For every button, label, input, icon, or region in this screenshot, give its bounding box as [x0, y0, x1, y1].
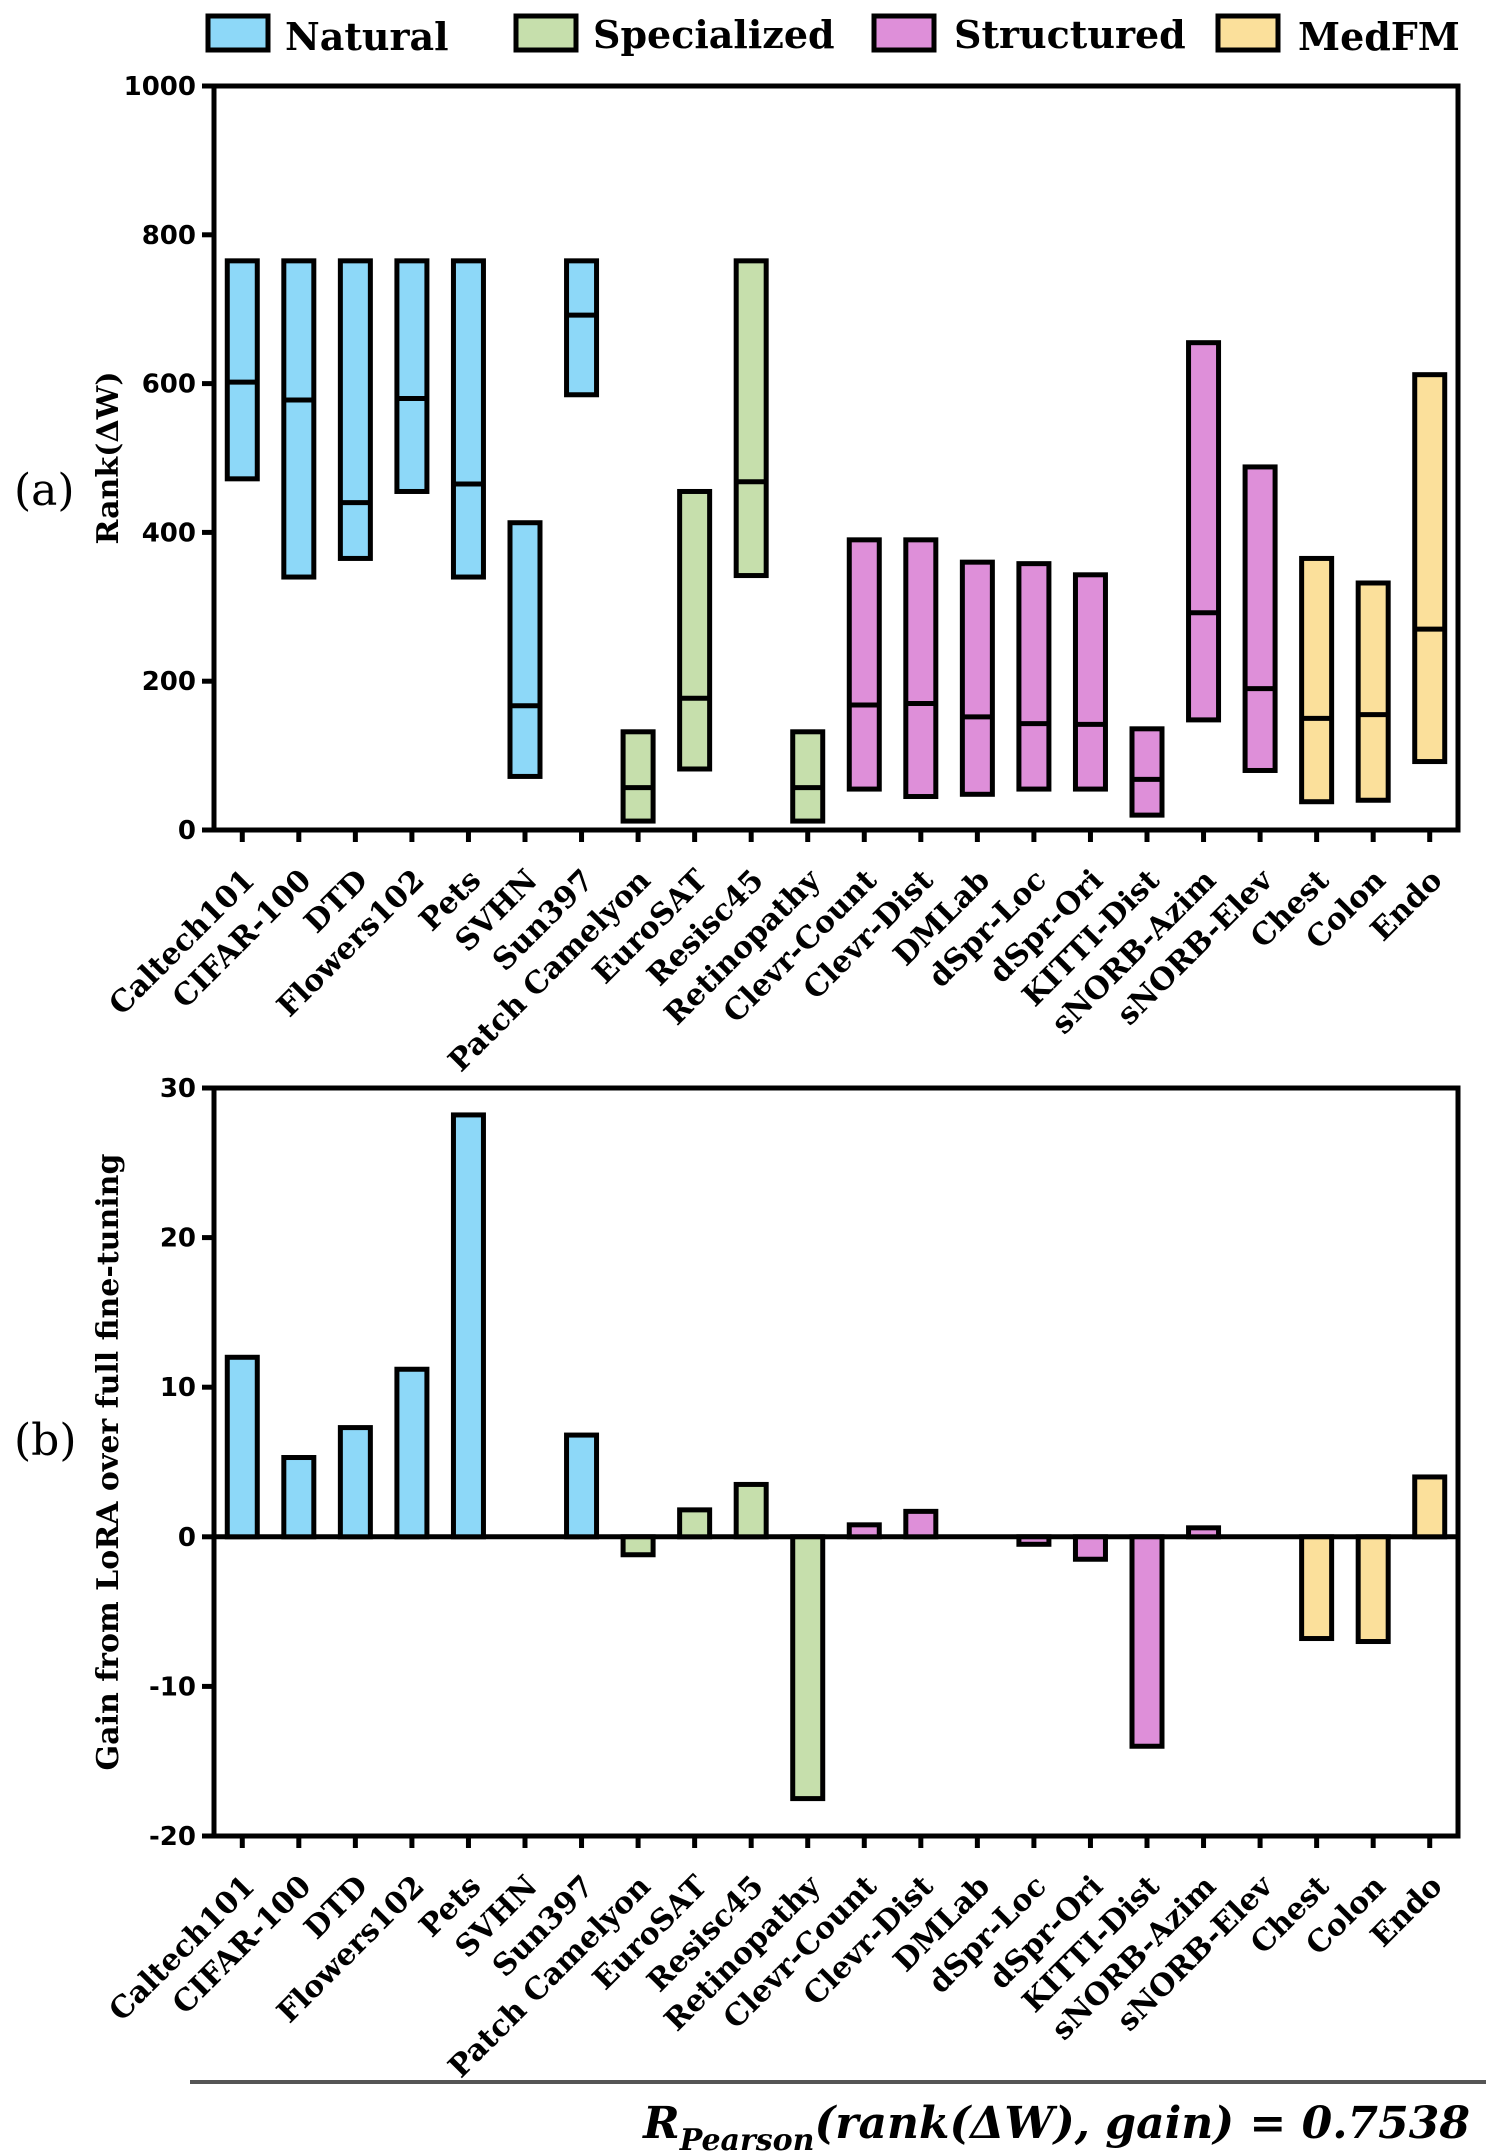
box-snorb-azim — [1186, 340, 1222, 723]
box-dtd — [337, 258, 373, 561]
box-pets — [450, 258, 486, 580]
y-tick-label-b: 20 — [160, 1224, 196, 1254]
formula-r: R — [641, 2098, 680, 2149]
pearson-formula: RPearson(rank(ΔW), gain) = 0.7538 — [641, 2098, 1470, 2152]
box-caltech101 — [224, 258, 260, 482]
bar-clevr-dist — [903, 1508, 939, 1540]
box-chest — [1299, 555, 1335, 805]
plot-frame-b — [211, 1085, 1461, 1839]
box-eurosat — [677, 488, 713, 772]
box-colon — [1355, 580, 1391, 803]
bar-retinopathy — [790, 1534, 826, 1802]
box-kitti-dist — [1129, 726, 1165, 818]
box-clevr-count — [846, 537, 882, 792]
box-svhn — [507, 520, 543, 779]
legend-swatch-medfm — [1215, 13, 1281, 53]
box-endo — [1412, 372, 1448, 765]
y-tick-label-b: 0 — [178, 1523, 196, 1553]
y-tick-label-b: 30 — [160, 1074, 196, 1104]
box-dspr-ori — [1072, 572, 1108, 792]
panel-label-b: (b) — [14, 1415, 77, 1466]
bar-caltech101 — [224, 1354, 260, 1540]
legend-swatch-specialized — [513, 13, 579, 53]
legend-label-specialized: Specialized — [593, 12, 835, 57]
box-resisc45 — [733, 258, 769, 579]
plot-frame-a — [211, 83, 1461, 833]
legend-label-medfm: MedFM — [1298, 14, 1460, 59]
y-tick-label-a: 400 — [142, 518, 196, 548]
chart-panel-b: Gain from LoRA over full fine-tuning -20… — [91, 1074, 1461, 2085]
bar-cifar-100 — [281, 1455, 317, 1540]
bar-kitti-dist — [1129, 1534, 1165, 1749]
legend-label-structured: Structured — [954, 12, 1186, 57]
formula-subscript: Pearson — [679, 2123, 815, 2152]
bar-pets — [450, 1112, 486, 1540]
bar-clevr-count — [846, 1522, 882, 1540]
bar-patch-camelyon — [620, 1534, 656, 1558]
y-tick-label-a: 800 — [142, 221, 196, 251]
box-flowers102 — [394, 258, 430, 494]
box-clevr-dist — [903, 537, 939, 800]
box-retinopathy — [790, 729, 826, 824]
panel-label-a: (a) — [14, 465, 75, 516]
legend: Natural Specialized Structured MedFM — [205, 12, 1460, 59]
box-dspr-loc — [1016, 561, 1052, 792]
box-sun397 — [564, 258, 600, 398]
y-tick-label-a: 0 — [178, 816, 196, 846]
box-patch-camelyon — [620, 729, 656, 824]
bar-chest — [1299, 1534, 1335, 1642]
legend-swatch-structured — [871, 13, 937, 53]
bar-eurosat — [677, 1507, 713, 1540]
y-tick-label-b: 10 — [160, 1373, 196, 1403]
bar-dspr-loc — [1016, 1534, 1052, 1547]
bar-endo — [1412, 1474, 1448, 1540]
y-tick-label-a: 200 — [142, 667, 196, 697]
y-tick-label-b: -10 — [149, 1672, 196, 1702]
box-snorb-elev — [1242, 464, 1278, 773]
y-tick-label-a: 1000 — [124, 72, 196, 102]
y-axis-label-a: Rank(ΔW) — [91, 371, 126, 544]
formula-body: (rank(ΔW), gain) = 0.7538 — [814, 2098, 1470, 2149]
box-cifar-100 — [281, 258, 317, 580]
bar-sun397 — [564, 1432, 600, 1540]
legend-swatch-natural — [205, 13, 271, 53]
bar-colon — [1355, 1534, 1391, 1645]
box-dmlab — [959, 559, 995, 797]
legend-label-natural: Natural — [285, 14, 449, 59]
y-tick-label-a: 600 — [142, 370, 196, 400]
bar-dspr-ori — [1072, 1534, 1108, 1562]
bar-resisc45 — [733, 1481, 769, 1540]
y-axis-label-b: Gain from LoRA over full fine-tuning — [91, 1154, 126, 1771]
bar-flowers102 — [394, 1366, 430, 1540]
y-tick-label-b: -20 — [149, 1822, 196, 1852]
bar-dtd — [337, 1425, 373, 1540]
bar-snorb-azim — [1186, 1525, 1222, 1540]
